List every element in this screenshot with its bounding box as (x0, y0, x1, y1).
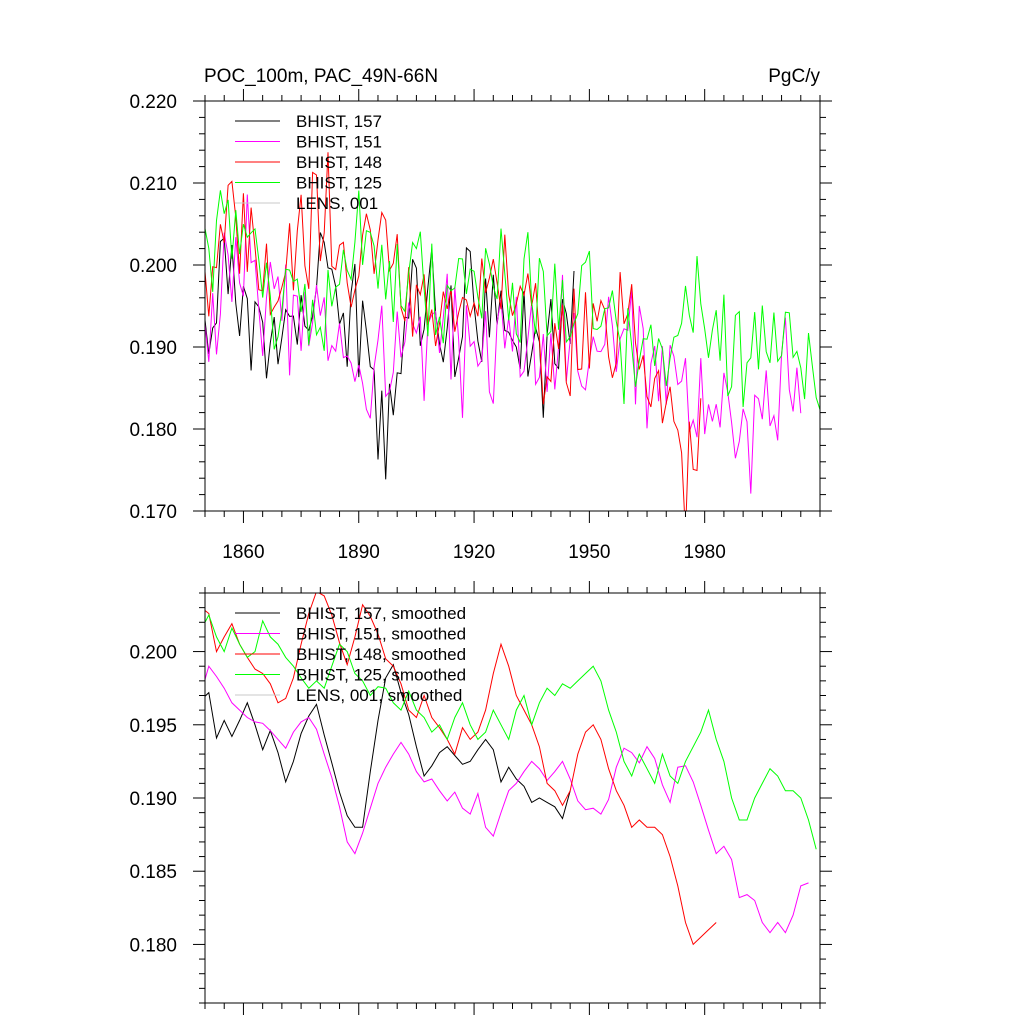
legend-label: BHIST, 157 (296, 112, 382, 131)
series-line-1 (205, 232, 575, 480)
series-line-2 (205, 665, 809, 934)
x-tick-label: 1980 (684, 542, 726, 563)
legend: BHIST, 157, smoothed BHIST, 151, smoothed… (235, 604, 466, 705)
legend-label: BHIST, 125, smoothed (296, 666, 466, 685)
y-tick-label: 0.170 (129, 502, 177, 523)
y-tick-label: 0.190 (129, 338, 177, 359)
y-tick-label: 0.200 (129, 256, 177, 277)
series-group (205, 593, 817, 946)
legend-label: LENS, 001, smoothed (296, 686, 462, 705)
x-tick-label: 1860 (222, 542, 264, 563)
y-tick-label: 0.185 (129, 862, 177, 883)
y-tick-label: 0.210 (129, 174, 177, 195)
series-line-2 (205, 194, 802, 494)
legend-label: LENS, 001 (296, 194, 378, 213)
x-tick-label: 1920 (453, 542, 495, 563)
y-tick-label: 0.220 (129, 92, 177, 113)
x-tick-label: 1890 (338, 542, 380, 563)
series-group (205, 152, 820, 511)
chart-units: PgC/y (768, 66, 820, 87)
y-tick-label: 0.200 (129, 643, 177, 664)
series-line-4 (205, 613, 817, 850)
series-line-4 (205, 190, 820, 410)
chart-title: POC_100m, PAC_49N-66N (204, 66, 438, 87)
x-tick-label: 1950 (568, 542, 610, 563)
chart-panel-2: 0.180 0.185 0.190 0.195 0.200 BHIST, 157, smo… (129, 581, 832, 1015)
series-line-1 (205, 663, 571, 828)
legend-label: BHIST, 157, smoothed (296, 604, 466, 623)
y-tick-label: 0.180 (129, 420, 177, 441)
legend-label: BHIST, 148, smoothed (296, 645, 466, 664)
y-tick-label: 0.180 (129, 935, 177, 956)
legend-label: BHIST, 125 (296, 174, 382, 193)
chart-panel-1: 0.170 0.180 0.190 0.200 0.210 0.220 1860 1890 19… (129, 89, 832, 563)
legend-label: BHIST, 148 (296, 153, 382, 172)
y-tick-label: 0.190 (129, 789, 177, 810)
legend-label: BHIST, 151, smoothed (296, 625, 466, 644)
legend-label: BHIST, 151 (296, 133, 382, 152)
series-line-3 (205, 593, 717, 946)
y-tick-label: 0.195 (129, 716, 177, 737)
series-line-3 (205, 152, 702, 511)
